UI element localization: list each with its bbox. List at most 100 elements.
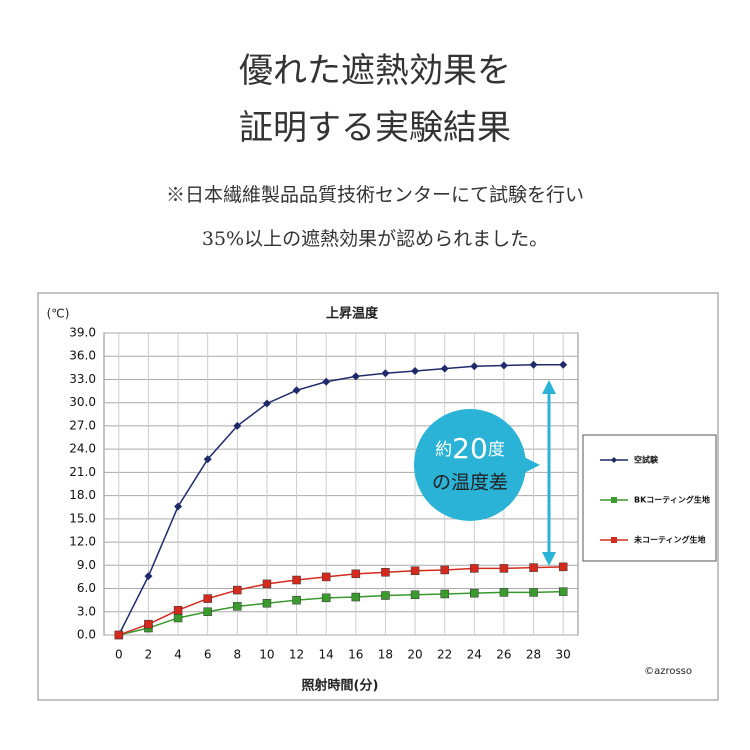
marker xyxy=(440,565,449,575)
x-tick-label: 4 xyxy=(174,648,182,662)
y-unit: (℃) xyxy=(47,307,70,321)
y-tick-label: 3.0 xyxy=(77,604,96,618)
x-tick-label: 16 xyxy=(348,648,363,662)
x-tick-label: 0 xyxy=(115,648,123,662)
marker xyxy=(351,372,360,381)
marker xyxy=(470,362,479,371)
arrow-head xyxy=(542,552,556,566)
subtitle: 35%以上の遮熱効果が認められました。 xyxy=(202,228,548,250)
annotation: 約20度 の温度差 xyxy=(414,380,556,566)
x-tick-label: 2 xyxy=(145,648,153,662)
x-tick-label: 18 xyxy=(378,648,393,662)
marker xyxy=(499,361,508,370)
y-tick-label: 6.0 xyxy=(77,581,96,595)
y-tick-label: 39.0 xyxy=(69,326,96,340)
x-tick-label: 12 xyxy=(289,648,304,662)
marker xyxy=(144,619,153,629)
marker xyxy=(292,386,301,395)
legend-label: 未コーティング生地 xyxy=(633,535,706,545)
x-tick-label: 20 xyxy=(407,648,422,662)
marker xyxy=(411,366,420,375)
marker xyxy=(351,592,361,602)
marker xyxy=(558,562,568,572)
marker xyxy=(203,594,212,603)
x-tick-label: 8 xyxy=(233,648,241,662)
marker xyxy=(233,421,242,430)
y-tick-label: 21.0 xyxy=(69,465,96,479)
marker xyxy=(529,563,538,572)
marker xyxy=(262,599,272,608)
marker xyxy=(233,602,242,611)
legend-label: BKコーティング生地 xyxy=(634,495,710,505)
credit: ©azrosso xyxy=(644,666,692,677)
marker xyxy=(440,364,449,373)
subtitle: ※日本繊維製品品質技術センターにて試験を行い xyxy=(166,184,584,206)
legend-marker xyxy=(611,537,617,543)
annotation-text: の温度差 xyxy=(432,472,508,494)
y-tick-label: 30.0 xyxy=(69,395,96,409)
marker xyxy=(499,588,509,597)
series-line xyxy=(118,363,564,636)
marker xyxy=(470,564,479,573)
marker xyxy=(321,593,331,603)
marker xyxy=(529,588,538,597)
marker xyxy=(144,572,153,581)
x-tick-label: 26 xyxy=(496,648,511,662)
series-line xyxy=(118,590,564,636)
y-tick-label: 27.0 xyxy=(69,418,96,432)
marker xyxy=(292,575,301,585)
marker xyxy=(233,585,242,595)
legend-marker xyxy=(611,497,617,503)
marker xyxy=(203,455,212,464)
x-tick-label: 14 xyxy=(319,648,334,662)
chart-title: 上昇温度 xyxy=(326,306,379,322)
x-label: 照射時間(分) xyxy=(302,678,379,694)
y-tick-label: 9.0 xyxy=(77,558,96,572)
bubble xyxy=(414,409,526,521)
bubble-pointer xyxy=(520,455,540,475)
marker xyxy=(559,360,568,369)
marker xyxy=(410,566,420,575)
x-tick-label: 10 xyxy=(259,648,274,662)
legend-label: 空試験 xyxy=(634,455,659,465)
marker xyxy=(292,595,301,605)
annotation-part: 度 xyxy=(488,440,505,460)
marker xyxy=(114,630,124,640)
y-tick-label: 33.0 xyxy=(69,372,96,386)
headline: 証明する実験結果 xyxy=(239,108,511,148)
arrow-head xyxy=(542,380,556,394)
marker xyxy=(558,587,568,596)
y-tick-label: 0.0 xyxy=(77,628,96,642)
y-tick-label: 18.0 xyxy=(69,488,96,502)
marker xyxy=(203,607,212,617)
annotation-part: 20 xyxy=(452,432,488,465)
x-tick-label: 6 xyxy=(204,648,212,662)
marker xyxy=(262,399,271,408)
series-line xyxy=(118,566,564,636)
marker xyxy=(321,572,331,582)
annotation-part: 約 xyxy=(435,440,452,460)
marker xyxy=(174,502,183,511)
y-tick-label: 12.0 xyxy=(69,535,96,549)
x-tick-label: 28 xyxy=(526,648,541,662)
marker xyxy=(381,591,390,600)
y-tick-label: 24.0 xyxy=(69,442,96,456)
headline: 優れた遮熱効果を xyxy=(239,51,511,91)
marker xyxy=(470,588,479,598)
marker xyxy=(529,360,538,369)
y-tick-label: 36.0 xyxy=(69,349,96,363)
x-tick-label: 30 xyxy=(556,648,571,662)
marker xyxy=(262,579,272,589)
marker xyxy=(173,605,183,615)
marker xyxy=(381,369,390,378)
x-tick-label: 24 xyxy=(467,648,482,662)
marker xyxy=(351,569,361,579)
marker xyxy=(173,613,183,623)
legend-marker xyxy=(611,457,617,463)
y-tick-label: 15.0 xyxy=(69,511,96,525)
marker xyxy=(440,589,449,599)
marker xyxy=(410,590,420,599)
annotation-text: 約20度 xyxy=(435,432,505,465)
x-tick-label: 22 xyxy=(437,648,452,662)
